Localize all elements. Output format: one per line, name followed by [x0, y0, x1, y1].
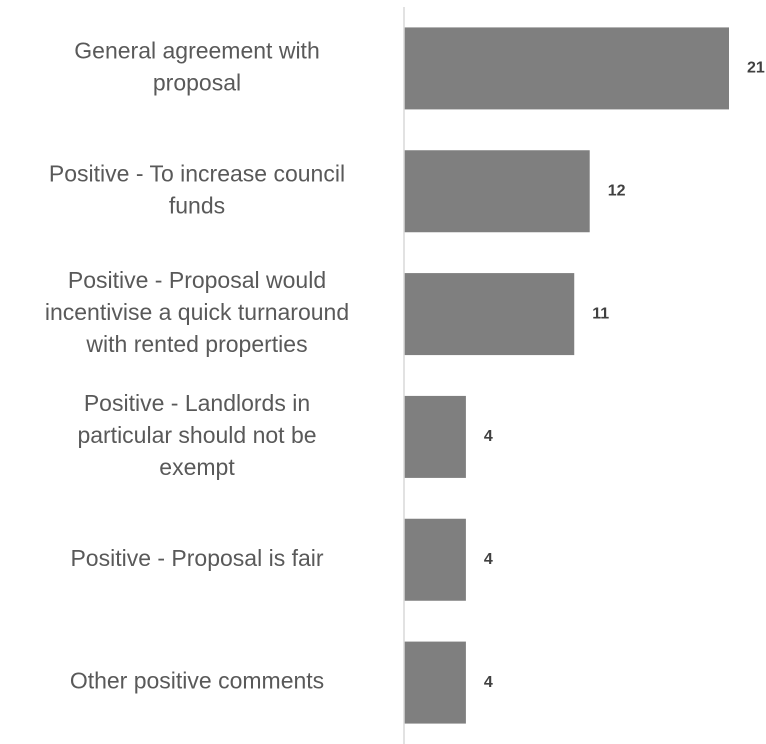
- value-label-0: 21: [747, 60, 765, 77]
- bar-3: [404, 395, 466, 478]
- value-label-3: 4: [484, 428, 493, 445]
- bar-0: [404, 27, 729, 110]
- category-label-line: particular should not be: [77, 422, 316, 448]
- category-label-line: exempt: [159, 454, 235, 480]
- value-label-2: 11: [592, 305, 609, 322]
- category-label-line: Positive - To increase council: [49, 160, 345, 186]
- category-label-line: General agreement with: [74, 37, 319, 63]
- category-label-3: Positive - Landlords in particular should…: [77, 390, 316, 480]
- bar-1: [404, 150, 590, 233]
- value-label-1: 12: [608, 182, 626, 199]
- category-label-line: Positive - Proposal would: [68, 267, 326, 293]
- category-label-line: Positive - Proposal is fair: [70, 545, 323, 571]
- value-label-5: 4: [484, 674, 493, 691]
- bar-2: [404, 273, 575, 356]
- bar-5: [404, 641, 466, 724]
- category-label-line: Other positive comments: [70, 668, 324, 694]
- category-labels-group: General agreement with proposal Positive -…: [45, 37, 349, 693]
- category-label-5: Other positive comments: [70, 668, 324, 694]
- category-label-line: with rented properties: [85, 331, 307, 357]
- bars-group: [404, 27, 729, 724]
- category-label-4: Positive - Proposal is fair: [70, 545, 323, 571]
- category-label-1: Positive - To increase council funds: [49, 160, 345, 218]
- category-label-line: proposal: [153, 69, 241, 95]
- category-label-2: Positive - Proposal would incentivise a q…: [45, 267, 349, 357]
- category-label-line: incentivise a quick turnaround: [45, 299, 349, 325]
- value-labels-group: 21 12 11 4 4 4: [484, 60, 765, 691]
- category-label-line: funds: [169, 192, 225, 218]
- bar-4: [404, 518, 466, 601]
- category-label-0: General agreement with proposal: [74, 37, 319, 95]
- value-label-4: 4: [484, 551, 493, 568]
- category-label-line: Positive - Landlords in: [84, 390, 310, 416]
